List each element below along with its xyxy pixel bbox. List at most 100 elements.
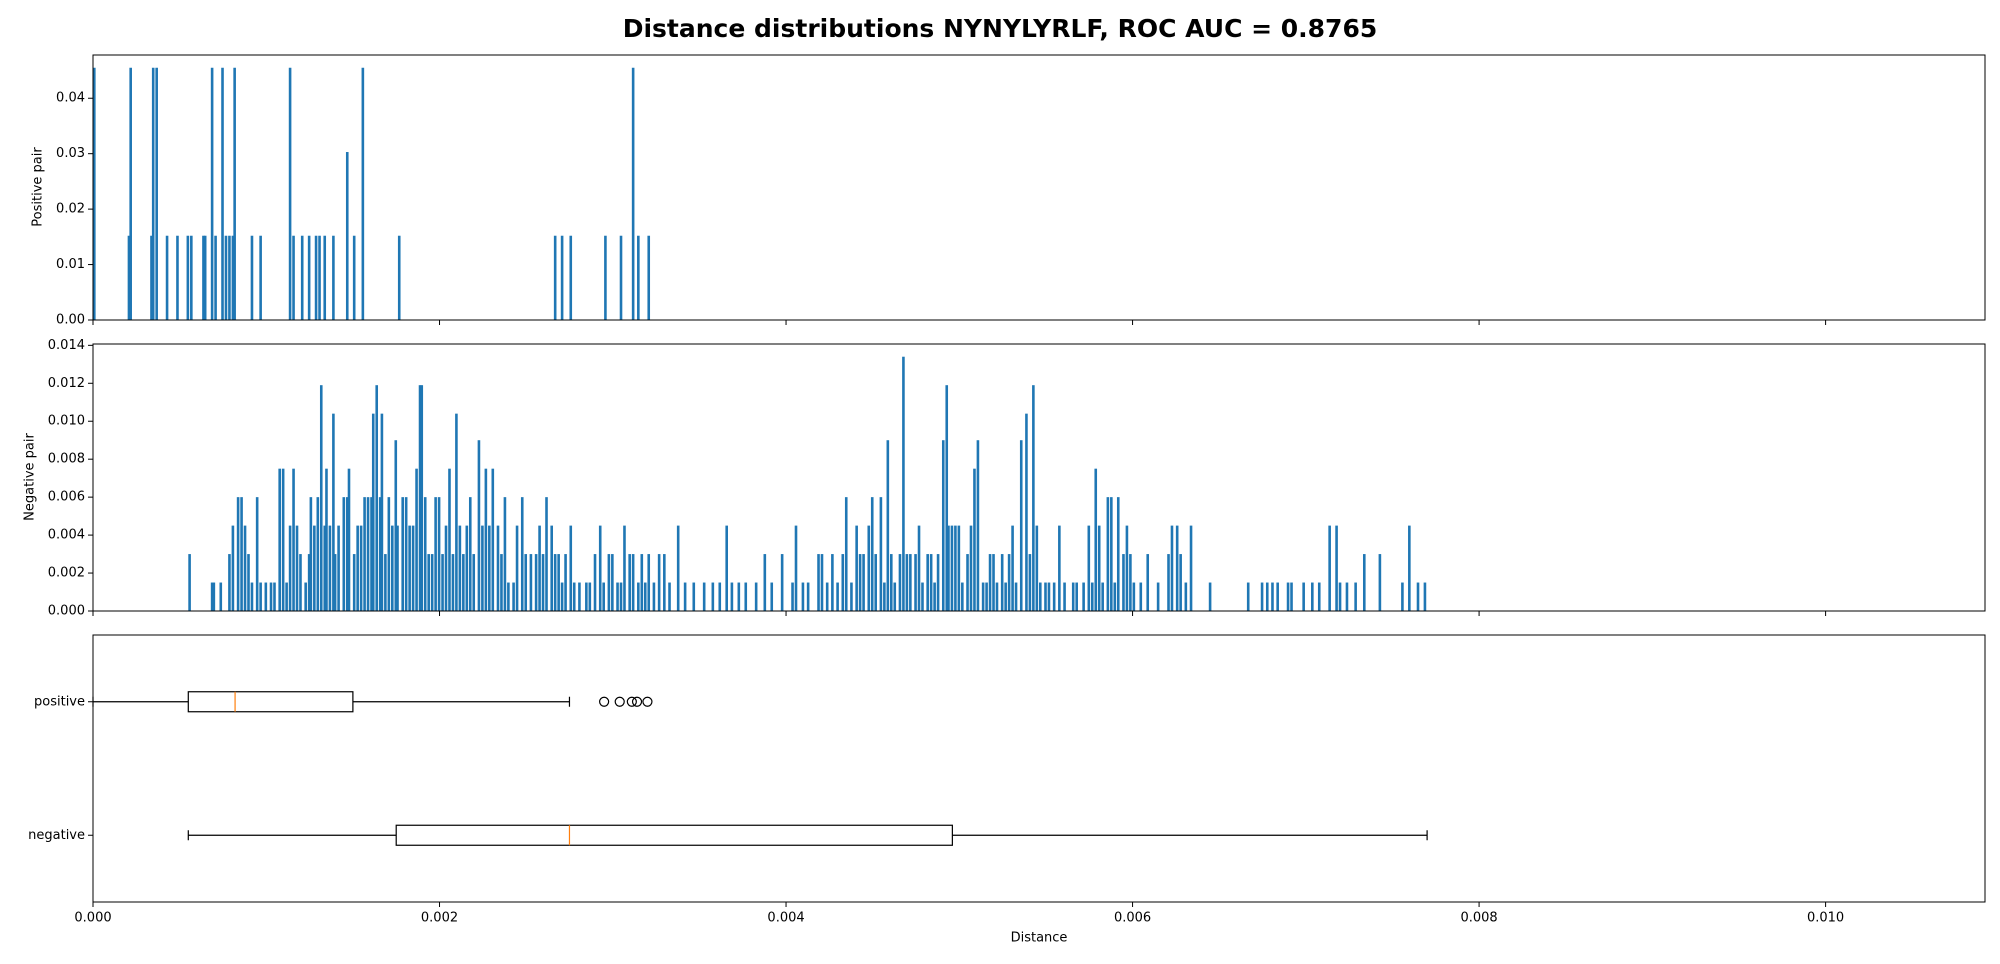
bar [874,554,878,611]
bar [515,525,519,611]
bar [434,497,437,611]
y-tick-label: 0.01 [56,257,85,272]
bar [820,554,824,611]
bar [1000,554,1004,611]
bar [243,525,247,611]
bar [231,525,235,611]
bar [981,582,985,611]
bar [1116,497,1120,611]
bar [879,497,883,611]
y-tick-label: 0.006 [48,490,85,505]
bar [921,582,924,611]
bar [1090,582,1094,611]
bar [1039,582,1042,611]
chart-title: Distance distributions NYNYLYRLF, ROC AU… [623,14,1378,43]
bar [524,554,528,611]
bar [394,440,398,611]
x-tick-label: 0.002 [421,911,458,926]
bar [1007,554,1011,611]
bar [314,235,318,320]
bar [926,554,929,611]
bar [423,497,427,611]
bar [1156,582,1160,611]
bar [307,554,311,611]
bar [1290,582,1293,611]
bar [318,235,321,320]
bar [1260,582,1264,611]
bar [1110,497,1113,611]
bar [1106,497,1110,611]
bar [947,525,950,611]
bar [212,582,216,611]
bar [1311,582,1314,611]
bar [730,582,734,611]
bar [512,582,515,611]
bar [550,525,554,611]
bar [637,235,640,320]
bar [468,497,472,611]
bar [477,440,481,611]
bar [1354,582,1357,611]
x-tick-label: 0.000 [74,911,111,926]
bar [914,554,917,611]
bar [250,582,254,611]
bar [228,235,231,320]
bar [718,582,722,611]
bar [337,525,340,611]
bar [1097,525,1101,611]
bar [458,525,462,611]
bar [1132,582,1136,611]
bar [451,554,455,611]
bar [387,497,391,611]
x-tick-label: 0.004 [767,911,804,926]
bar [259,582,262,611]
bar [359,525,363,611]
bar [371,413,375,611]
bar [905,554,909,611]
y-tick-label: 0.000 [48,604,85,619]
bar [155,67,158,321]
bar [725,525,728,611]
bar [1032,385,1035,611]
bar [711,582,715,611]
bar [780,554,784,611]
bar [598,525,602,611]
bar [316,497,320,611]
bar [870,497,874,611]
bar [1071,582,1075,611]
box [187,691,354,713]
bar [323,525,327,611]
bar [496,525,500,611]
bar [332,235,335,320]
bar [299,554,302,611]
bar [210,582,214,611]
bar [1014,582,1018,611]
bar [347,468,351,611]
bar [333,554,337,611]
bar [585,582,588,611]
bar [411,525,415,611]
bar [300,235,304,320]
bar [534,554,538,611]
bar [1028,554,1032,611]
bar [391,525,394,611]
bar [325,468,328,611]
bar [886,440,890,611]
bar [961,582,964,611]
bar [1378,554,1382,611]
bar [1317,582,1321,611]
bar [1271,582,1274,611]
bar [1044,582,1047,611]
bar [676,525,680,611]
bar [867,525,871,611]
bar [988,554,992,611]
bar [1019,440,1023,611]
bar [1408,525,1411,611]
outlier [614,696,625,707]
bar [909,554,912,611]
bar [553,554,557,611]
bar [578,582,581,611]
bar [273,582,276,611]
